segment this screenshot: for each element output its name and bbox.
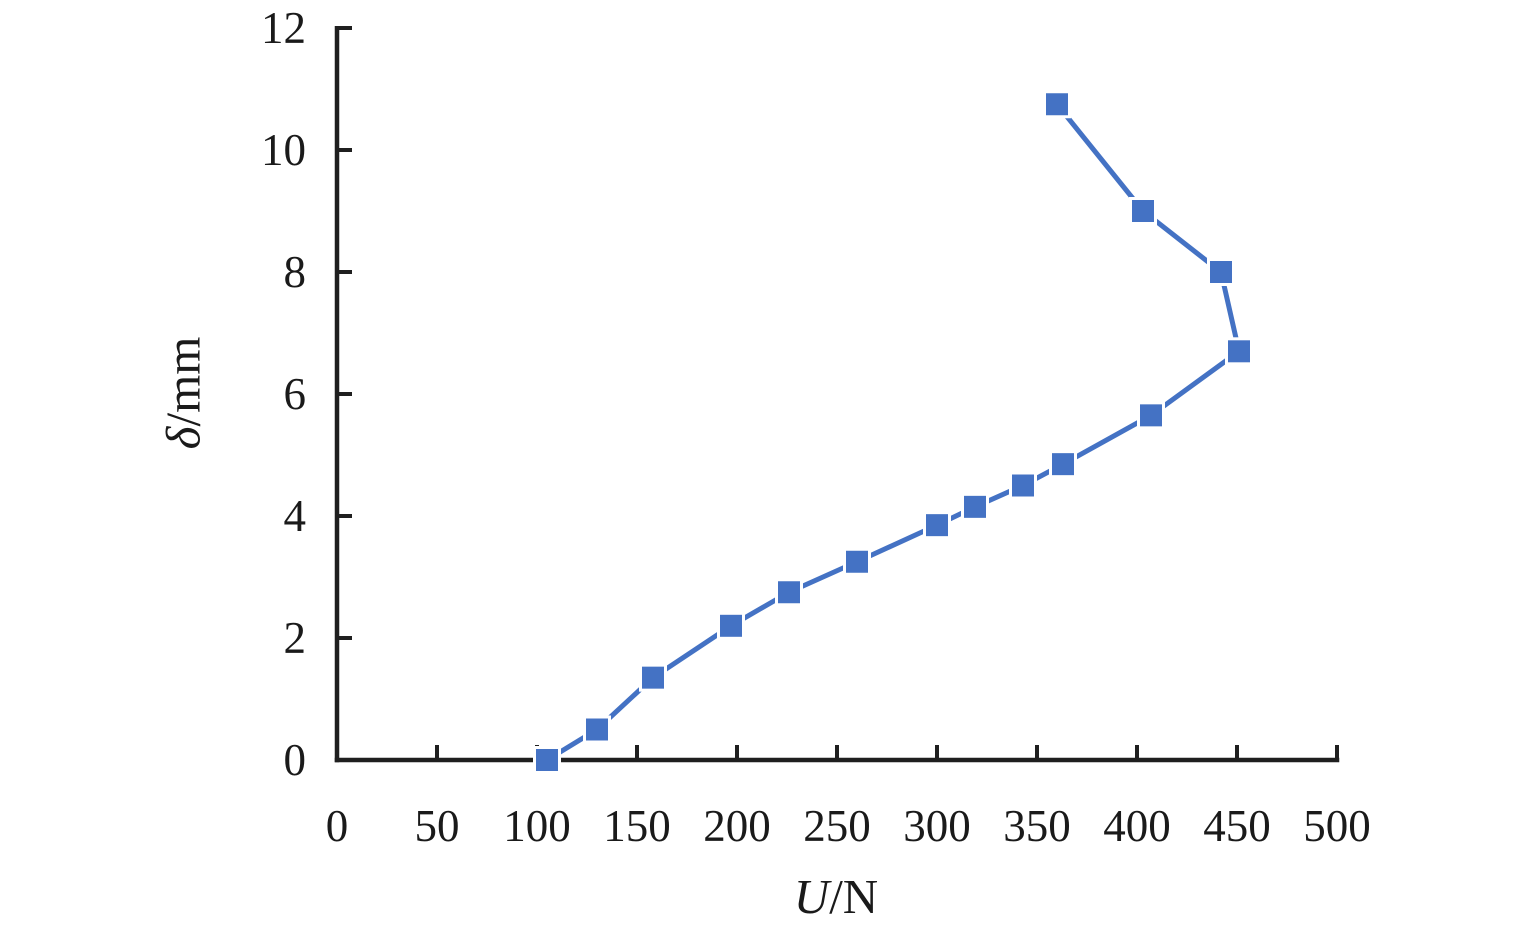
x-tick-label: 250 <box>803 801 871 851</box>
data-point-marker <box>1052 453 1074 476</box>
y-tick-label: 0 <box>284 735 307 785</box>
x-tick-label: 350 <box>1003 801 1071 851</box>
data-point-marker <box>778 581 800 604</box>
data-point-marker <box>642 666 664 689</box>
x-tick-label: 500 <box>1303 801 1371 851</box>
data-point-marker <box>536 749 558 771</box>
data-point-marker <box>586 718 608 741</box>
x-tick-label: 100 <box>503 801 571 851</box>
data-point-marker <box>964 495 986 518</box>
y-axis-symbol: δ <box>155 426 211 450</box>
data-point-marker <box>1140 404 1162 427</box>
x-tick-label: 200 <box>703 801 771 851</box>
x-tick-label: 0 <box>326 801 349 851</box>
data-point-marker <box>1228 340 1250 363</box>
y-tick-label: 8 <box>284 247 307 297</box>
y-tick-label: 2 <box>284 613 307 663</box>
y-axis-label: δ/mm <box>155 336 211 450</box>
x-tick-label: 50 <box>415 801 460 851</box>
y-axis-unit: /mm <box>155 336 211 427</box>
x-tick-label: 450 <box>1203 801 1271 851</box>
x-tick-label: 150 <box>603 801 671 851</box>
data-point-marker <box>720 614 742 637</box>
data-point-marker <box>1012 474 1034 497</box>
data-point-marker <box>926 514 948 537</box>
data-point-marker <box>1046 93 1068 116</box>
data-point-marker <box>846 550 868 573</box>
x-tick-label: 300 <box>903 801 971 851</box>
data-point-marker <box>1210 261 1232 283</box>
data-point-marker <box>1132 200 1154 222</box>
y-tick-label: 10 <box>261 125 306 175</box>
y-tick-label: 6 <box>284 369 307 419</box>
x-tick-label: 400 <box>1103 801 1171 851</box>
y-tick-label: 12 <box>261 3 306 53</box>
x-axis-unit: /N <box>829 869 879 924</box>
x-axis-label: U/N <box>794 872 878 921</box>
y-tick-label: 4 <box>284 491 307 541</box>
x-axis-symbol: U <box>793 869 830 924</box>
